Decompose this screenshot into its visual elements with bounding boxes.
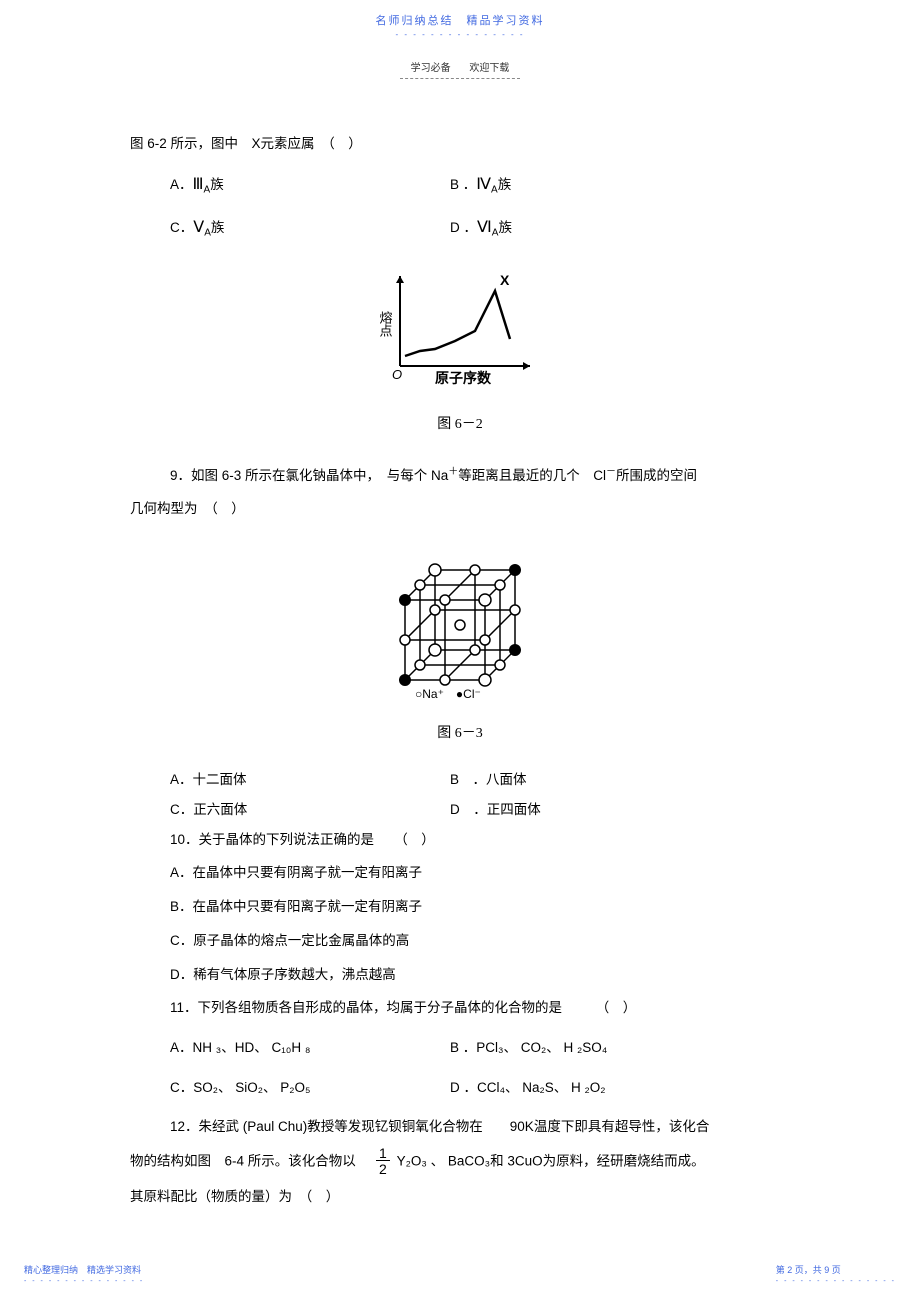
chart-ylabel: 熔点 — [380, 311, 393, 337]
q9-p3: 所围成的空间 — [616, 468, 697, 483]
header-dots: - - - - - - - - - - - - - - - — [0, 30, 920, 39]
q9-optC: C．正六面体 — [170, 795, 450, 825]
q8-optA: A．ⅢA族 — [170, 167, 450, 202]
q9-plus: ＋ — [448, 466, 458, 477]
q11-optA: A．NH ₃、HD、 C₁₀H ₈ — [170, 1033, 450, 1063]
q8-optC: C．ⅤA族 — [170, 210, 450, 245]
q12-line1: 12．朱经武 (Paul Chu)教授等发现钇钡铜氧化合物在 90K温度下即具有… — [130, 1112, 790, 1142]
q9-line2: 几何构型为 （ ） — [130, 494, 790, 524]
q9-line1: 9．如图 6-3 所示在氯化钠晶体中， 与每个 Na＋等距离且最近的几个 Cl－… — [130, 461, 790, 491]
q10-optD: D．稀有气体原子序数越大，沸点越高 — [130, 960, 790, 990]
footer-left-text: 精心整理归纳 精选学习资料 — [24, 1263, 144, 1276]
q8-optB-roman: Ⅳ — [476, 176, 491, 193]
header-sub-left: 学习必备 — [411, 63, 451, 74]
q11-row1: A．NH ₃、HD、 C₁₀H ₈ B ．PCl₃、 CO₂、 H ₂SO₄ — [130, 1033, 790, 1063]
q12-l2-p2: Y₂O₃ 、 BaCO₃和 3CuO为原料，经研磨烧结而成。 — [397, 1153, 705, 1168]
q10-stem: 10．关于晶体的下列说法正确的是 （ ） — [130, 825, 790, 855]
chart-origin: O — [392, 367, 402, 382]
q8-optD: D ．ⅥA族 — [450, 210, 730, 245]
q10-optA: A．在晶体中只要有阴离子就一定有阳离子 — [130, 858, 790, 888]
q9-options-row1: A．十二面体 B ．八面体 — [130, 765, 790, 795]
q8-optA-prefix: A． — [170, 177, 193, 192]
q9-minus: － — [606, 466, 616, 477]
q11-row2: C．SO₂、 SiO₂、 P₂O₅ D ．CCl₄、 Na₂S、 H ₂O₂ — [130, 1073, 790, 1103]
fraction-icon: 1 2 — [376, 1146, 390, 1178]
q8-optD-prefix: D ． — [450, 220, 477, 235]
header-sub-right: 欢迎下载 — [469, 63, 509, 74]
q8-optB-suffix: 族 — [498, 177, 512, 192]
footer-right-text: 第 2 页，共 9 页 — [776, 1263, 896, 1276]
chart-6-2-svg: X O 熔点 原子序数 — [380, 261, 540, 391]
q10-optC: C．原子晶体的熔点一定比金属晶体的高 — [130, 926, 790, 956]
q12-line2: 物的结构如图 6-4 所示。该化合物以 1 2 Y₂O₃ 、 BaCO₃和 3C… — [130, 1146, 790, 1178]
q9-p2: 等距离且最近的几个 Cl — [458, 468, 606, 483]
q12-l2-p1: 物的结构如图 6-4 所示。该化合物以 — [130, 1153, 369, 1168]
na-legend: ○Na⁺ ●Cl⁻ — [415, 687, 481, 700]
q11-optC: C．SO₂、 SiO₂、 P₂O₅ — [170, 1073, 450, 1103]
q8-optC-sub: A — [204, 228, 211, 239]
q12-line3: 其原料配比（物质的量）为 （ ） — [130, 1182, 790, 1212]
q9-optD: D ．正四面体 — [450, 795, 730, 825]
q8-optD-suffix: 族 — [498, 220, 512, 235]
footer-right: 第 2 页，共 9 页 - - - - - - - - - - - - - - … — [776, 1263, 896, 1285]
q8-optA-roman: Ⅲ — [193, 176, 204, 193]
figure-6-3-caption: 图 6－3 — [130, 719, 790, 750]
q8-optA-suffix: 族 — [210, 177, 224, 192]
crystal-svg: ○Na⁺ ●Cl⁻ — [385, 540, 535, 700]
figure-6-2: X O 熔点 原子序数 图 6－2 — [130, 261, 790, 440]
footer-left: 精心整理归纳 精选学习资料 - - - - - - - - - - - - - … — [24, 1263, 144, 1285]
footer-left-dots: - - - - - - - - - - - - - - - — [24, 1278, 144, 1285]
q8-optB-prefix: B ． — [450, 177, 476, 192]
frac-den: 2 — [376, 1161, 390, 1178]
q8-optB: B ．ⅣA族 — [450, 167, 730, 202]
q11-optB: B ．PCl₃、 CO₂、 H ₂SO₄ — [450, 1033, 730, 1063]
q9-optB: B ．八面体 — [450, 765, 730, 795]
footer-right-dots: - - - - - - - - - - - - - - - — [776, 1278, 896, 1285]
q8-optC-suffix: 族 — [211, 220, 225, 235]
q8-options-row1: A．ⅢA族 B ．ⅣA族 — [130, 167, 790, 202]
content: 图 6-2 所示，图中 X元素应属 （ ） A．ⅢA族 B ．ⅣA族 C．ⅤA族… — [0, 79, 920, 1235]
q8-optC-prefix: C． — [170, 220, 193, 235]
q8-optB-sub: A — [491, 184, 498, 195]
frac-num: 1 — [376, 1146, 390, 1161]
figure-6-2-caption: 图 6－2 — [130, 410, 790, 441]
q8-optD-roman: Ⅵ — [477, 219, 492, 236]
q10-optB: B．在晶体中只要有阳离子就一定有阴离子 — [130, 892, 790, 922]
q8-options-row2: C．ⅤA族 D ．ⅥA族 — [130, 210, 790, 245]
chart-xlabel: 原子序数 — [435, 370, 492, 386]
q9-options-row2: C．正六面体 D ．正四面体 — [130, 795, 790, 825]
chart-x-label: X — [500, 272, 510, 288]
q11-optD: D ．CCl₄、 Na₂S、 H ₂O₂ — [450, 1073, 730, 1103]
figure-6-3: ○Na⁺ ●Cl⁻ 图 6－3 — [130, 540, 790, 749]
q8-optC-roman: Ⅴ — [193, 219, 204, 236]
q8-stem: 图 6-2 所示，图中 X元素应属 （ ） — [130, 129, 790, 159]
header-top: 名师归纳总结 精品学习资料 — [0, 0, 920, 28]
q9-p1: 9．如图 6-3 所示在氯化钠晶体中， 与每个 Na — [170, 468, 448, 483]
q11-stem: 11．下列各组物质各自形成的晶体，均属于分子晶体的化合物的是 （ ） — [130, 993, 790, 1023]
header-sub: 学习必备 欢迎下载 — [400, 49, 520, 79]
q9-optA: A．十二面体 — [170, 765, 450, 795]
